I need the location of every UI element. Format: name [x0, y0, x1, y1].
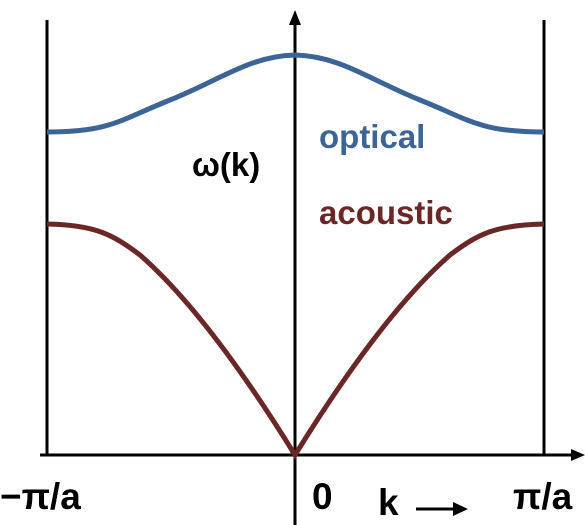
k-direction-arrowhead	[453, 502, 468, 516]
y-axis-label: ω(k)	[192, 146, 261, 183]
acoustic-branch-curve	[46, 221, 545, 460]
tick-label-left: −π/a	[0, 476, 81, 517]
y-axis-arrowhead	[289, 10, 301, 25]
tick-label-center: 0	[312, 476, 333, 517]
optical-branch-curve	[46, 52, 545, 135]
tick-label-right: π/a	[513, 476, 573, 517]
x-axis-arrowhead	[571, 449, 585, 461]
acoustic-branch-label: acoustic	[319, 194, 453, 231]
x-axis-label: k	[378, 482, 399, 523]
optical-branch-label: optical	[319, 118, 426, 155]
